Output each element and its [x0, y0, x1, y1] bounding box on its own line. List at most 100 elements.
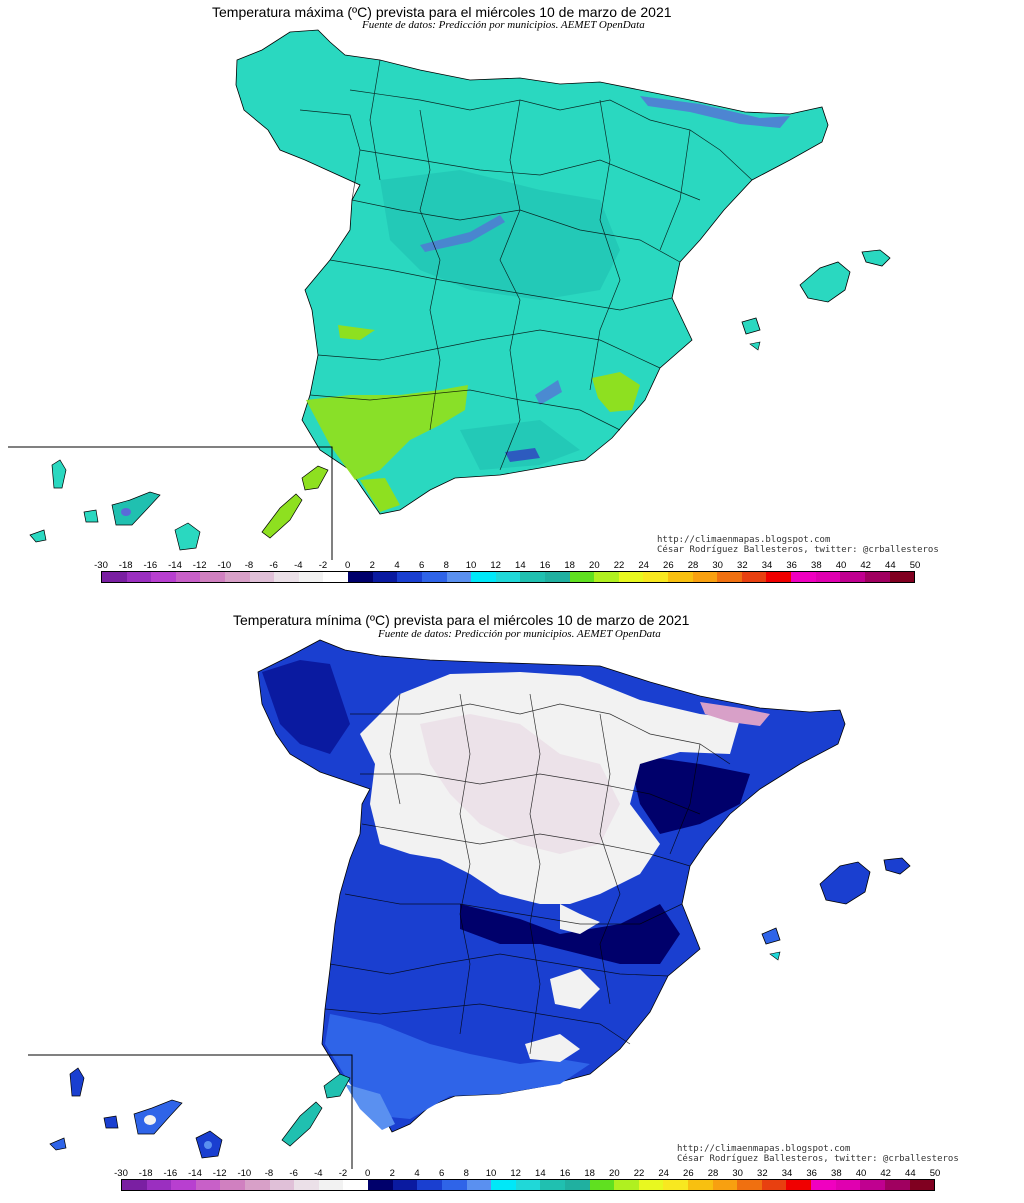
legend-tick-label: 50 [909, 560, 921, 571]
legend-swatch [815, 572, 841, 582]
legend-tick-label: 36 [806, 1168, 817, 1179]
legend-tick-label: 40 [835, 560, 847, 571]
legend-swatch [151, 572, 176, 582]
legend-swatch [102, 572, 127, 582]
la-mancha-navy-zone [460, 904, 680, 964]
legend-tick-label: 26 [683, 1168, 694, 1179]
legend-tick-label: -6 [289, 1168, 298, 1179]
credit-url: http://climaenmapas.blogspot.com [677, 1144, 851, 1154]
legend-swatch [589, 1180, 615, 1190]
credit-author: César Rodríguez Ballesteros, twitter: @c… [657, 545, 939, 555]
legend-swatch [274, 572, 299, 582]
lanzarote [301, 465, 329, 491]
la-palma [69, 1067, 85, 1097]
legend-tick-label: 4 [414, 1168, 420, 1179]
legend-tick-label: 6 [419, 560, 425, 571]
legend-swatch [909, 1180, 935, 1190]
legend-tick-label: 14 [515, 560, 526, 571]
legend-tick-label: -2 [318, 560, 328, 571]
legend-tick-label: 2 [389, 1168, 395, 1179]
legend-tick-labels: -30 -18 -16 -14 -12 -10 -8 -6 -4 -2 0 2 4 6 8 10 12 14 16 1… [114, 1168, 940, 1180]
map-subtitle: Fuente de datos: Predicción por municipi… [378, 628, 661, 640]
legend-swatch [761, 1180, 787, 1190]
credit-author: César Rodríguez Ballesteros, twitter: @c… [677, 1154, 959, 1164]
map-title: Temperatura mínima (ºC) prevista para el… [233, 612, 690, 628]
legend-swatch [717, 572, 742, 582]
canary-inset-frame [28, 1054, 353, 1169]
central-system-cold [420, 215, 505, 252]
legend-tick-label: -18 [138, 1168, 153, 1179]
legend-swatch [564, 1180, 590, 1190]
cazorla-cold [535, 380, 562, 405]
legend-tick-label: 44 [905, 1168, 916, 1179]
teide-frost-spot [144, 1115, 156, 1125]
legend-swatch [692, 572, 718, 582]
legend-tick-label: -6 [269, 560, 278, 571]
lanzarote [323, 1073, 351, 1099]
legend-tick-label: 10 [465, 560, 477, 571]
legend-swatch [741, 572, 767, 582]
gran-canaria-core [204, 1141, 212, 1149]
sierra-nevada-frost [525, 1034, 580, 1062]
galicia-navy-zone [262, 660, 350, 754]
province-borders [299, 59, 753, 471]
legend-tick-label: -16 [163, 1168, 178, 1179]
legend-swatch [298, 572, 324, 582]
legend-tick-label: -18 [118, 560, 133, 571]
legend-swatch [249, 572, 275, 582]
legend-tick-label: -16 [143, 560, 158, 571]
legend-tick-label: 28 [707, 1168, 719, 1179]
legend-swatch [446, 572, 472, 582]
legend-swatch [663, 1180, 689, 1190]
pyrenees-cold-band [640, 96, 790, 128]
legend-tick-label: 18 [584, 1168, 595, 1179]
legend-tick-label: 34 [761, 560, 773, 571]
sierra-nevada-cold [505, 448, 540, 462]
legend-tick-label: -12 [192, 560, 207, 571]
fuerteventura [261, 493, 303, 539]
legend-swatch [225, 572, 250, 582]
formentera [749, 341, 761, 351]
menorca [883, 857, 911, 875]
legend-tick-label: 16 [559, 1168, 571, 1179]
legend-tick-labels: -30 -18 -16 -14 -12 -10 -8 -6 -4 -2 0 2 4 6 8 10 12 14 16 1… [94, 560, 920, 572]
guadalquivir-warm-zone [306, 385, 468, 480]
legend-swatch [614, 1180, 639, 1190]
legend-tick-label: 22 [613, 560, 625, 571]
legend-tick-label: 22 [633, 1168, 645, 1179]
legend-swatch [688, 1180, 713, 1190]
legend-swatch [200, 572, 226, 582]
legend-tick-label: 26 [663, 560, 674, 571]
legend-swatch [668, 572, 693, 582]
credit-url: http://climaenmapas.blogspot.com [657, 535, 831, 545]
legend-swatch [786, 1180, 812, 1190]
tenerife [111, 491, 161, 526]
legend-swatch [520, 572, 545, 582]
legend-swatch [146, 1180, 172, 1190]
legend-tick-label: 32 [737, 560, 748, 571]
el-hierro [49, 1137, 67, 1151]
legend-swatch [811, 1180, 836, 1190]
legend-tick-label: 12 [490, 560, 501, 571]
tenerife [133, 1099, 183, 1135]
la-palma [51, 459, 67, 489]
legend-tick-label: -2 [338, 1168, 348, 1179]
legend-tick-label: 10 [485, 1168, 497, 1179]
legend-swatch [343, 1180, 369, 1190]
legend-swatch [195, 1180, 221, 1190]
legend-swatch [544, 572, 570, 582]
legend-swatch [126, 572, 152, 582]
legend-swatch [515, 1180, 541, 1190]
fuerteventura [281, 1101, 323, 1147]
legend-tick-label: 4 [394, 560, 400, 571]
legend-swatch [348, 572, 373, 582]
color-scale-legend [101, 571, 915, 583]
legend-tick-label: -12 [212, 1168, 227, 1179]
legend-swatch [594, 572, 619, 582]
formentera [769, 951, 781, 961]
andalucia-light-blue [325, 1014, 590, 1119]
legend-swatch [471, 572, 496, 582]
legend-tick-label: 8 [443, 560, 449, 571]
legend-swatch [884, 1180, 910, 1190]
legend-tick-label: 2 [369, 560, 375, 571]
